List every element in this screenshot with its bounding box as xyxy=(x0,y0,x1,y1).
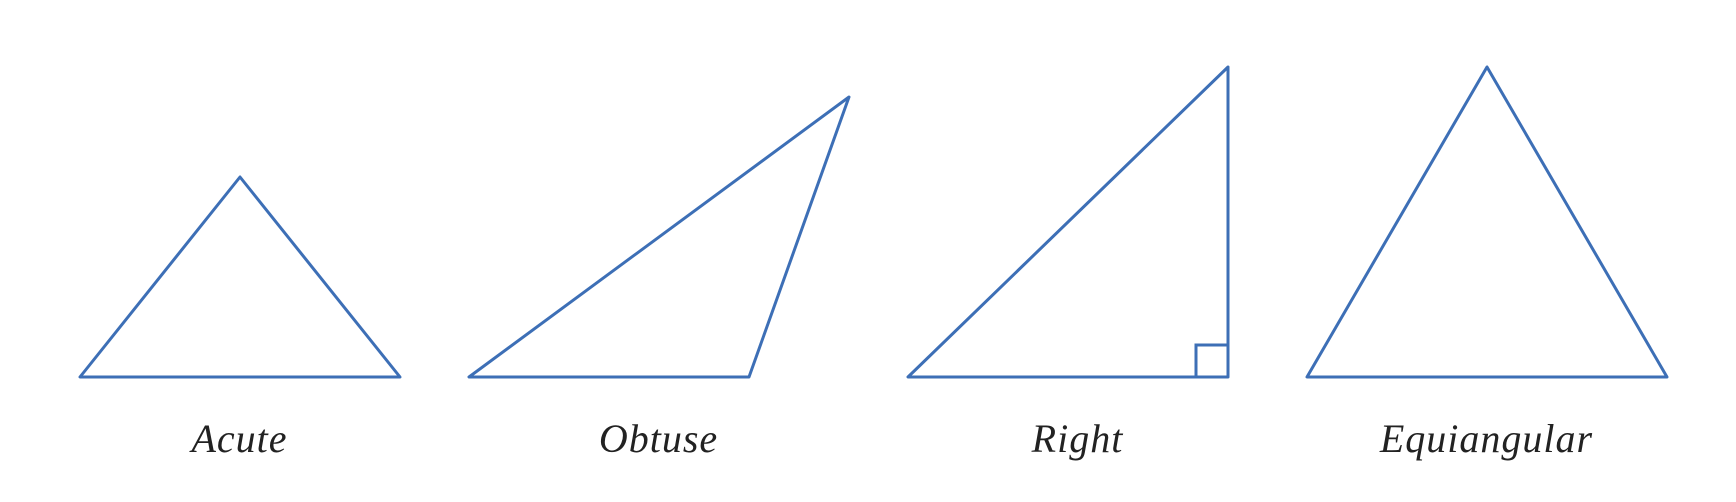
equiangular-triangle xyxy=(1307,67,1667,377)
equiangular-triangle-svg xyxy=(1287,37,1687,397)
panel-obtuse: Obtuse xyxy=(449,37,869,462)
shape-equiangular xyxy=(1287,37,1687,397)
right-triangle xyxy=(908,67,1228,377)
label-equiangular: Equiangular xyxy=(1380,415,1593,462)
acute-triangle xyxy=(80,177,400,377)
triangle-types-diagram: Acute Obtuse Right Equiangular xyxy=(0,0,1736,502)
obtuse-triangle-svg xyxy=(449,37,869,397)
label-acute: Acute xyxy=(191,415,287,462)
obtuse-triangle xyxy=(469,97,849,377)
shape-acute xyxy=(50,37,430,397)
right-triangle-svg xyxy=(888,37,1268,397)
panel-right: Right xyxy=(888,37,1268,462)
panel-equiangular: Equiangular xyxy=(1287,37,1687,462)
label-right: Right xyxy=(1032,415,1124,462)
panel-acute: Acute xyxy=(50,37,430,462)
shape-right xyxy=(888,37,1268,397)
acute-triangle-svg xyxy=(50,37,430,397)
shape-obtuse xyxy=(449,37,869,397)
right-angle-marker xyxy=(1196,345,1228,377)
label-obtuse: Obtuse xyxy=(599,415,718,462)
